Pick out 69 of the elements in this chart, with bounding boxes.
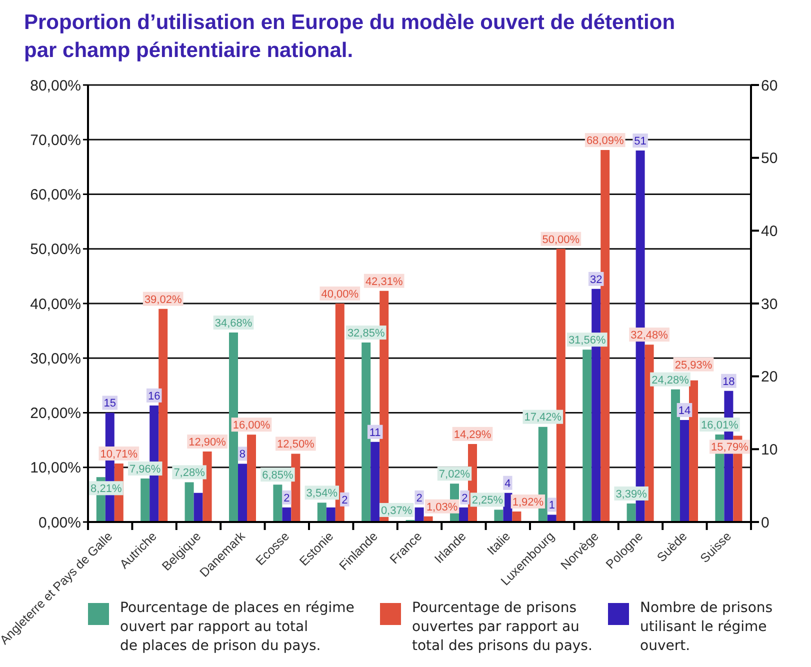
y2-tick-label: 30 <box>761 296 778 313</box>
legend-label: Nombre de prisons utilisant le régime ouvert. <box>640 599 773 656</box>
y2-tick-label: 20 <box>761 368 778 386</box>
y-tick-label: 70,00% <box>30 132 81 149</box>
data-label: 1 <box>548 500 555 512</box>
data-label: 24,28% <box>652 374 690 386</box>
data-label: 7,28% <box>174 467 206 480</box>
legend-label: Pourcentage de prisons ouvertes par rapport au total des prisons du pays. <box>412 599 592 656</box>
data-label: 4 <box>504 478 511 490</box>
bar <box>202 452 212 522</box>
data-label: 25,93% <box>674 359 712 372</box>
data-label: 12,90% <box>188 436 226 448</box>
bar <box>362 342 371 522</box>
data-label: 8,21% <box>90 483 122 496</box>
data-label: 12,50% <box>277 438 315 451</box>
y2-tick-label: 0 <box>761 514 770 532</box>
legend-label: Pourcentage de places en régime ouvert par rapport au total de places de prison du pays. <box>120 599 354 656</box>
bar <box>273 484 282 522</box>
data-label: 2 <box>416 492 422 504</box>
data-label: 39,02% <box>144 294 182 306</box>
data-label: 17,42% <box>524 412 562 424</box>
data-label: 1,92% <box>512 496 544 508</box>
y-tick-label: 10,00% <box>30 460 81 477</box>
y-tick-label: 60,00% <box>30 186 81 204</box>
data-label: 16,01% <box>701 419 739 432</box>
bar <box>626 503 636 522</box>
y-tick-label: 80,00% <box>30 77 81 94</box>
y2-tick-label: 50 <box>761 150 778 168</box>
data-label: 3,39% <box>616 488 648 500</box>
data-label: 40,00% <box>321 288 359 300</box>
y-tick-label: 20,00% <box>30 405 81 422</box>
data-label: 14 <box>678 404 691 417</box>
data-label: 16 <box>148 390 160 402</box>
data-label: 34,68% <box>214 317 252 330</box>
data-label: 2 <box>462 492 468 504</box>
data-label: 68,09% <box>586 134 624 147</box>
data-label: 32 <box>590 274 602 286</box>
data-label: 51 <box>634 135 646 148</box>
data-label: 2 <box>284 492 290 504</box>
data-label: 3,54% <box>306 488 338 500</box>
data-label: 32,85% <box>347 327 385 340</box>
data-label: 2 <box>342 494 348 506</box>
y-tick-label: 30,00% <box>30 350 81 368</box>
data-label: 7,02% <box>438 468 470 481</box>
data-label: 1,03% <box>426 501 458 514</box>
data-label: 50,00% <box>542 234 580 246</box>
data-label: 14,29% <box>454 428 492 441</box>
chart-title: Proportion d’utilisation en Europe du modèle ouvert de détention par champ pénitentiaire national. <box>24 10 676 64</box>
y-tick-label: 0,00% <box>38 514 81 532</box>
y2-tick-label: 60 <box>761 77 778 94</box>
data-label: 15,79% <box>711 442 749 454</box>
data-label: 32,48% <box>630 329 668 342</box>
y2-tick-label: 40 <box>761 222 778 240</box>
data-label: 2,25% <box>472 494 504 507</box>
data-label: 31,56% <box>568 334 606 347</box>
data-label: 15 <box>104 398 116 410</box>
y-tick-label: 40,00% <box>30 296 81 313</box>
bar <box>414 507 424 522</box>
data-label: 6,85% <box>262 469 294 482</box>
y-tick-label: 50,00% <box>30 241 81 258</box>
data-label: 11 <box>369 426 381 439</box>
data-label: 42,31% <box>365 276 403 288</box>
data-label: 10,71% <box>100 448 138 460</box>
data-label: 0,37% <box>380 504 412 517</box>
data-label: 18 <box>722 376 735 388</box>
y2-tick-label: 10 <box>761 441 778 458</box>
data-label: 16,00% <box>232 420 270 432</box>
data-label: 8 <box>239 448 246 461</box>
data-label: 7,96% <box>129 463 161 476</box>
